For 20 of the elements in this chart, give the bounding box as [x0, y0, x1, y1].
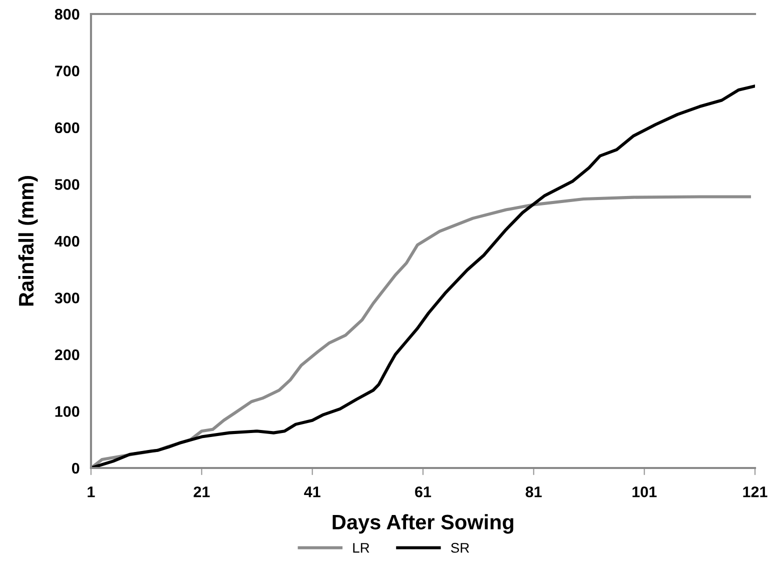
x-tick-label: 121	[743, 486, 768, 498]
y-axis-title: Rainfall (mm)	[18, 176, 38, 306]
x-tick-label: 101	[632, 486, 657, 498]
y-tick-label: 600	[54, 122, 80, 134]
y-tick-label: 200	[54, 349, 80, 360]
x-tick-label: 61	[415, 486, 432, 498]
y-tick-label: 500	[54, 179, 80, 190]
y-tick-label: 700	[55, 66, 80, 76]
x-tick-label: 21	[194, 486, 210, 498]
y-tick-label: 400	[54, 236, 80, 247]
legend-label: SR	[451, 542, 470, 553]
x-tick-label: 1	[88, 486, 95, 498]
y-tick-label: 800	[54, 8, 80, 20]
y-tick-label: 300	[54, 292, 80, 304]
x-tick-label: 81	[526, 486, 542, 498]
x-tick-label: 41	[304, 486, 320, 498]
y-tick-label: 100	[55, 406, 80, 417]
y-tick-label: 0	[72, 462, 80, 474]
legend-label: LR	[353, 543, 370, 553]
x-axis-title: Days After Sowing	[332, 514, 514, 534]
